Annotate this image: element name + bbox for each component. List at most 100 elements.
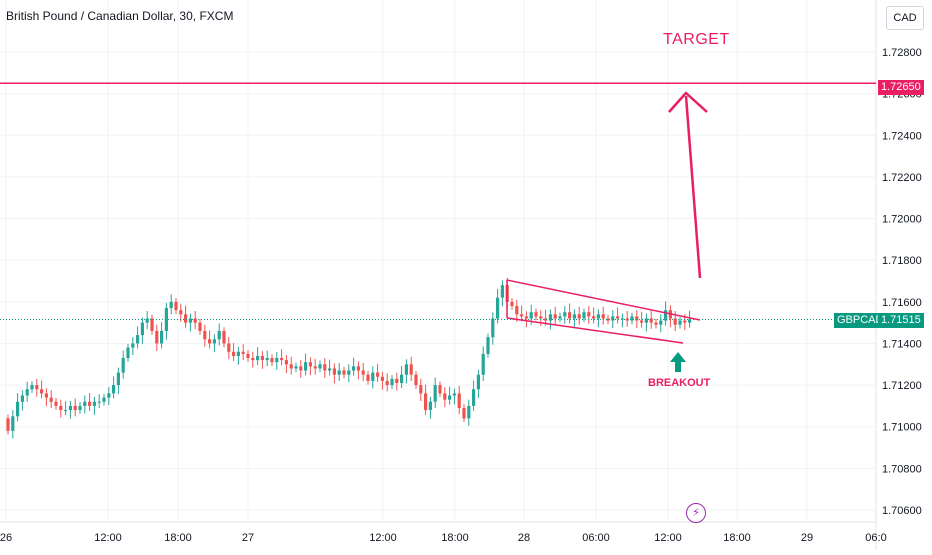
candle-body — [131, 343, 135, 348]
candle-body — [620, 318, 624, 320]
candle-body — [246, 353, 250, 359]
candle-body — [136, 335, 140, 344]
candle-body — [78, 405, 82, 411]
candle-body — [179, 310, 183, 315]
candle-body — [587, 312, 591, 317]
candle-body — [395, 378, 399, 384]
time-axis: 26 12:00 18:00 27 12:00 18:00 28 06:00 12:00 18:0… — [0, 532, 887, 544]
candle-body — [112, 385, 116, 394]
candle-body — [380, 376, 384, 381]
y-tick-label: 1.71600 — [882, 297, 922, 309]
candle-body — [54, 401, 58, 406]
candle-body — [68, 405, 72, 411]
y-tick-label: 1.72400 — [882, 130, 922, 142]
candle-body — [222, 330, 226, 344]
candle-body — [534, 312, 538, 317]
candle-body — [404, 364, 408, 375]
candle-body — [198, 322, 202, 331]
x-tick-label: 18:00 — [723, 532, 751, 544]
candle-body — [664, 310, 668, 321]
x-tick-label: 06:0 — [865, 532, 886, 544]
candle-body — [88, 401, 92, 406]
candle-body — [140, 322, 144, 336]
candle-body — [654, 322, 658, 325]
channel-lower-line — [506, 317, 684, 344]
chart-title: British Pound / Canadian Dollar, 30, FXC… — [6, 9, 234, 23]
y-tick-label: 1.70600 — [882, 505, 922, 517]
y-tick-label: 1.72200 — [882, 172, 922, 184]
candle-body — [616, 316, 620, 319]
symbol-price-tag: GBPCAD — [834, 313, 887, 328]
candle-body — [659, 320, 663, 325]
x-tick-label: 26 — [0, 532, 12, 544]
candle-body — [683, 320, 687, 323]
candle-body — [265, 358, 269, 361]
x-tick-label: 12:00 — [94, 532, 122, 544]
candle-body — [640, 320, 644, 323]
candle-body — [438, 385, 442, 394]
candle-body — [241, 351, 245, 354]
candle-body — [510, 301, 514, 306]
symbol-name: GBPCAD — [837, 314, 884, 326]
candle-body — [539, 316, 543, 319]
candle-body — [73, 405, 77, 411]
candle-body — [376, 372, 380, 377]
candle-body — [366, 374, 370, 381]
y-tick-label: 1.71800 — [882, 255, 922, 267]
x-tick-label: 29 — [801, 532, 813, 544]
candle-body — [102, 397, 106, 402]
candle-body — [280, 358, 284, 361]
candle-body — [342, 370, 346, 375]
candle-body — [323, 364, 327, 371]
chart-annotations — [0, 82, 876, 372]
candle-body — [44, 393, 48, 398]
candle-body — [294, 366, 298, 369]
candle-body — [352, 366, 356, 371]
x-tick-label: 12:00 — [654, 532, 682, 544]
candle-body — [688, 319, 692, 323]
candle-body — [116, 372, 120, 386]
candle-body — [596, 314, 600, 319]
currency-button[interactable]: CAD — [886, 6, 924, 30]
candle-body — [390, 378, 394, 386]
candle-body — [318, 364, 322, 369]
candle-body — [107, 393, 111, 398]
candle-body — [630, 316, 634, 321]
candle-body — [193, 318, 197, 323]
x-tick-label: 18:00 — [441, 532, 469, 544]
candle-body — [16, 401, 20, 417]
candle-body — [644, 318, 648, 323]
candle-body — [452, 393, 456, 396]
candle-body — [25, 389, 29, 396]
candle-body — [433, 385, 437, 402]
candle-body — [524, 316, 528, 319]
target-arrow-shaft — [684, 95, 702, 279]
breakout-label: BREAKOUT — [648, 377, 711, 389]
candle-body — [500, 285, 504, 298]
candle-body — [563, 312, 567, 317]
candle-body — [6, 418, 10, 431]
candle-body — [11, 416, 15, 431]
candle-body — [155, 330, 159, 344]
x-tick-label: 06:00 — [582, 532, 610, 544]
candle-body — [606, 318, 610, 321]
candle-body — [577, 314, 581, 319]
candle-body — [601, 314, 605, 319]
candle-body — [30, 385, 34, 390]
candle-body — [356, 366, 360, 371]
candle-body — [236, 351, 240, 356]
candle-body — [184, 314, 188, 323]
candle-body — [217, 330, 221, 340]
candle-body — [121, 358, 125, 373]
candle-body — [35, 385, 39, 390]
candle-body — [83, 401, 87, 406]
candle-body — [611, 316, 615, 321]
lightning-icon[interactable]: ⚡ — [686, 503, 706, 523]
target-price-tag: 1.72650 — [878, 80, 924, 95]
candle-body — [371, 372, 375, 381]
candle-body — [582, 312, 586, 319]
candle-body — [328, 368, 332, 371]
candle-body — [385, 380, 389, 386]
